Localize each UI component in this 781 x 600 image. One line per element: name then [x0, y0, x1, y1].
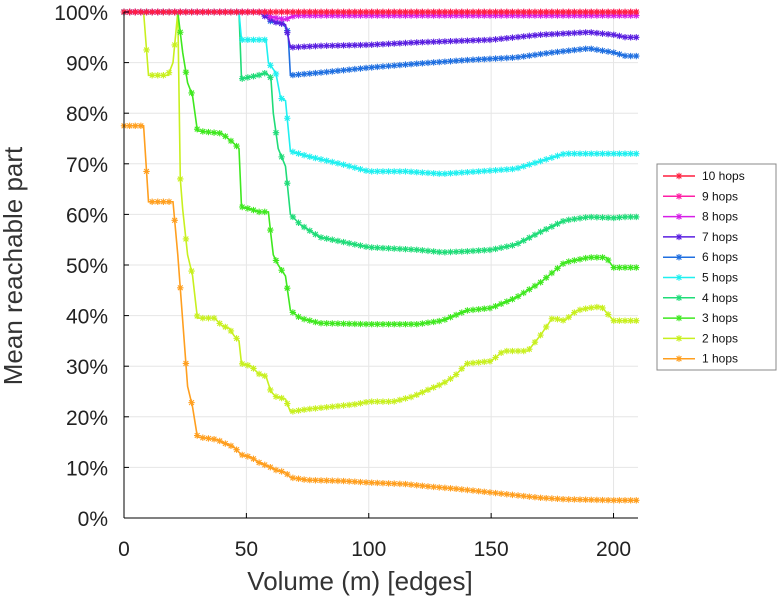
y-tick-label: 80% — [66, 103, 108, 126]
legend-label: 10 hops — [702, 169, 745, 183]
y-tick-label: 90% — [66, 53, 108, 76]
y-tick-label: 20% — [66, 407, 108, 430]
legend-label: 5 hops — [702, 271, 738, 285]
legend-label: 6 hops — [702, 250, 738, 264]
legend-label: 3 hops — [702, 311, 738, 325]
tick-labels: 0 50 100 150 200 0% 10% 20% 30% 40% 50% 60% 70% 80% 90… — [54, 2, 631, 561]
legend-label: 1 hops — [702, 352, 738, 366]
y-tick-label: 70% — [66, 154, 108, 177]
x-tick-label: 200 — [596, 538, 631, 561]
legend-label: 7 hops — [702, 230, 738, 244]
series-lines — [120, 8, 640, 504]
y-tick-label: 40% — [66, 306, 108, 329]
legend-swatch-marker — [675, 213, 683, 220]
legend-item: 1 hops — [663, 352, 738, 366]
y-tick-label: 0% — [78, 508, 108, 531]
legend-swatch-marker — [675, 193, 683, 200]
series-3-hops — [120, 8, 640, 328]
y-tick-label: 10% — [66, 457, 108, 480]
x-tick-label: 150 — [474, 538, 509, 561]
y-axis-title: Mean reachable part — [0, 146, 28, 385]
legend-swatch-marker — [675, 314, 683, 322]
legend-label: 2 hops — [702, 331, 738, 345]
legend-item: 9 hops — [663, 189, 738, 203]
x-tick-label: 50 — [235, 538, 258, 561]
y-tick-label: 50% — [66, 255, 108, 278]
legend-label: 9 hops — [702, 189, 738, 203]
legend-item: 7 hops — [663, 230, 738, 244]
x-axis-title: Volume (m) [edges] — [247, 566, 472, 596]
legend-swatch-marker — [675, 335, 683, 342]
legend-label: 8 hops — [702, 210, 738, 224]
legend-item: 10 hops — [663, 169, 745, 183]
legend-item: 8 hops — [663, 210, 738, 224]
y-tick-label: 100% — [54, 2, 108, 25]
y-tick-label: 30% — [66, 356, 108, 379]
legend-swatch-marker — [675, 355, 683, 362]
legend-swatch-marker — [675, 274, 683, 281]
legend: 10 hops 9 hops 8 hops 7 hops 6 hops 5 hops 4 h… — [656, 163, 777, 371]
legend-label: 4 hops — [702, 291, 738, 305]
legend-swatch-marker — [675, 233, 683, 241]
legend-item: 3 hops — [663, 311, 738, 325]
legend-swatch-marker — [675, 254, 683, 261]
legend-item: 4 hops — [663, 291, 738, 305]
x-tick-label: 0 — [118, 538, 130, 561]
x-tick-label: 100 — [351, 538, 386, 561]
legend-swatch-marker — [675, 294, 683, 301]
legend-item: 6 hops — [663, 250, 738, 264]
legend-item: 5 hops — [663, 271, 738, 285]
y-tick-label: 60% — [66, 204, 108, 227]
legend-item: 2 hops — [663, 331, 738, 345]
legend-swatch-marker — [675, 172, 683, 180]
axes — [123, 11, 638, 519]
